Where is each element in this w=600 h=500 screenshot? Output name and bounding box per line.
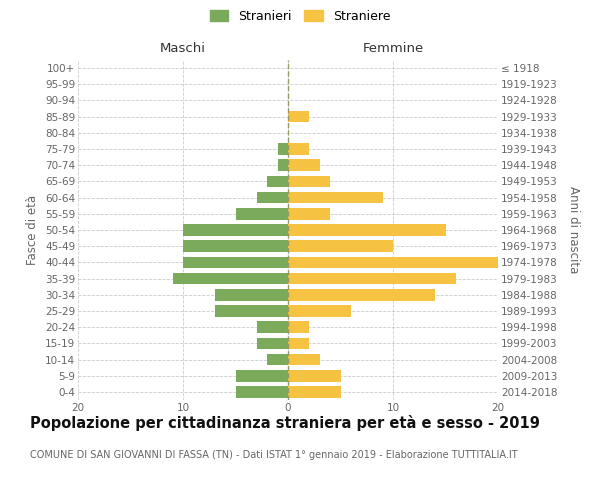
Text: Maschi: Maschi	[160, 42, 206, 55]
Text: COMUNE DI SAN GIOVANNI DI FASSA (TN) - Dati ISTAT 1° gennaio 2019 - Elaborazione: COMUNE DI SAN GIOVANNI DI FASSA (TN) - D…	[30, 450, 518, 460]
Bar	[288, 272, 456, 284]
Bar	[183, 240, 288, 252]
Bar	[173, 272, 288, 284]
Bar	[257, 322, 288, 333]
Bar	[215, 289, 288, 300]
Bar	[288, 386, 341, 398]
Text: Popolazione per cittadinanza straniera per età e sesso - 2019: Popolazione per cittadinanza straniera p…	[30, 415, 540, 431]
Bar	[288, 176, 330, 188]
Bar	[288, 111, 309, 122]
Bar	[288, 192, 383, 203]
Bar	[288, 370, 341, 382]
Bar	[235, 370, 288, 382]
Bar	[257, 192, 288, 203]
Bar	[235, 386, 288, 398]
Bar	[235, 208, 288, 220]
Bar	[288, 338, 309, 349]
Bar	[215, 305, 288, 317]
Bar	[277, 160, 288, 171]
Bar	[183, 256, 288, 268]
Text: Femmine: Femmine	[362, 42, 424, 55]
Bar	[257, 338, 288, 349]
Legend: Stranieri, Straniere: Stranieri, Straniere	[206, 6, 394, 26]
Bar	[288, 289, 435, 300]
Y-axis label: Anni di nascita: Anni di nascita	[567, 186, 580, 274]
Bar	[277, 143, 288, 155]
Y-axis label: Fasce di età: Fasce di età	[26, 195, 40, 265]
Bar	[288, 240, 393, 252]
Bar	[267, 354, 288, 366]
Bar	[288, 354, 320, 366]
Bar	[288, 160, 320, 171]
Bar	[288, 305, 351, 317]
Bar	[288, 322, 309, 333]
Bar	[183, 224, 288, 236]
Bar	[288, 256, 498, 268]
Bar	[288, 143, 309, 155]
Bar	[267, 176, 288, 188]
Bar	[288, 208, 330, 220]
Bar	[288, 224, 445, 236]
